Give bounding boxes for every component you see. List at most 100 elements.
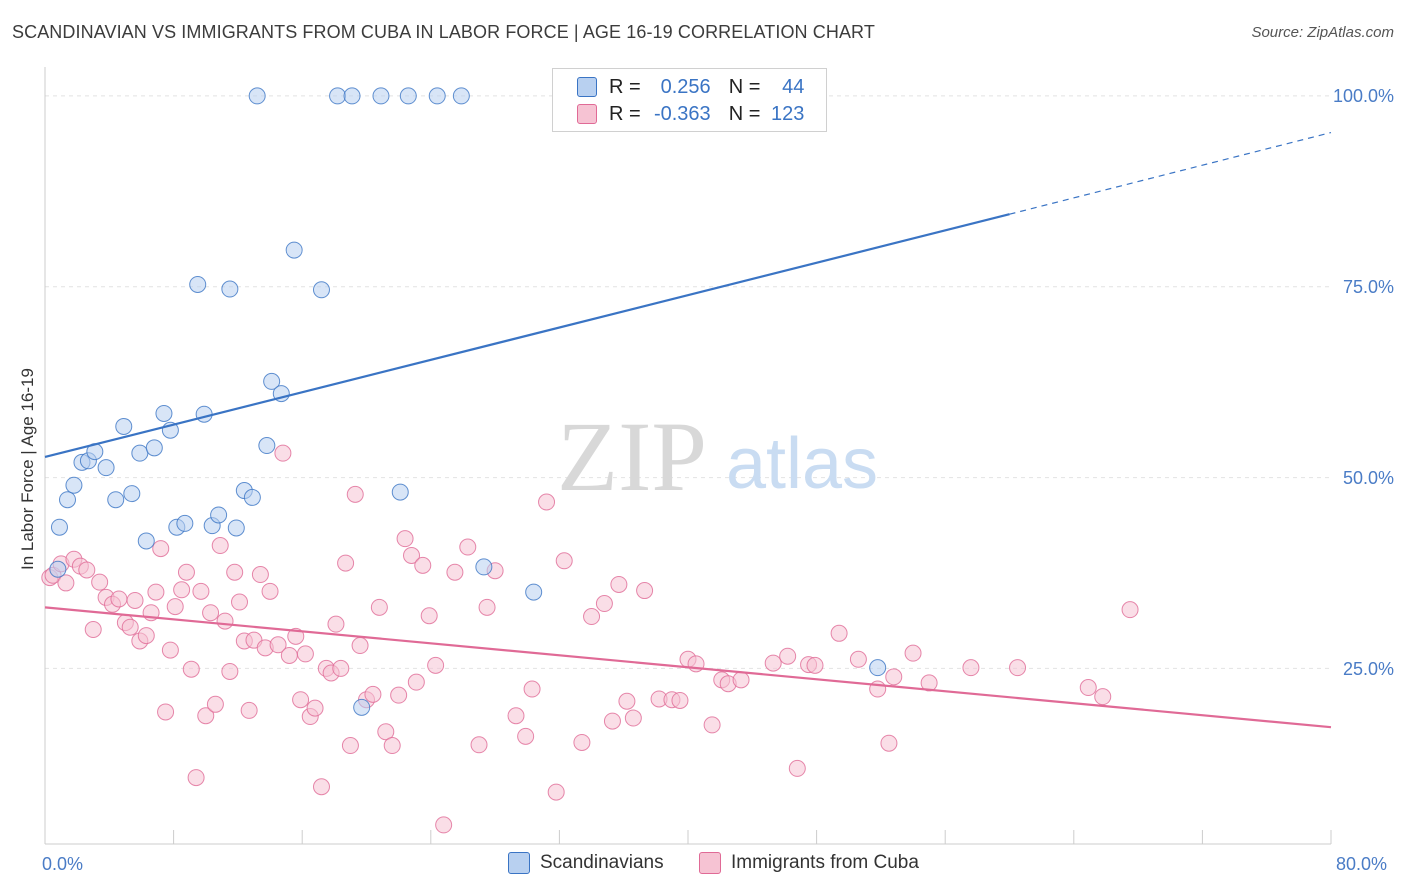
x-tick-label: 0.0% [42,854,84,874]
y-axis-label: In Labor Force | Age 16-19 [18,368,37,570]
data-point [618,692,636,710]
data-point [806,656,824,674]
data-point [187,769,205,787]
y-tick-label: 100.0% [1332,86,1394,106]
data-point [452,87,470,105]
data-point [478,598,496,616]
data-point [1079,679,1097,697]
data-point [50,518,68,536]
data-point [78,561,96,579]
y-tick-label: 75.0% [1342,277,1394,297]
data-point [263,372,281,390]
data-point [126,591,144,609]
data-point [383,737,401,755]
trend-lines [44,131,1332,729]
data-point [764,654,782,672]
data-point [377,723,395,741]
data-point [202,604,220,622]
trend-line-scandinavians [44,213,1010,459]
legend-n-label: N = [728,75,761,98]
data-point [226,563,244,581]
data-point [274,444,292,462]
data-point [446,563,464,581]
data-point [49,560,67,578]
legend-r-value: 0.256 [660,75,711,98]
data-point [1121,601,1139,619]
data-point [435,816,453,834]
data-point [131,444,149,462]
data-point [403,546,421,564]
data-point [364,685,382,703]
data-point [115,417,133,435]
axes [44,67,1332,845]
data-point [110,590,128,608]
legend-swatch-pink [577,104,597,124]
chart-title: SCANDINAVIAN VS IMMIGRANTS FROM CUBA IN … [12,22,875,42]
data-point [206,695,224,713]
data-point [227,519,245,537]
data-point [610,575,628,593]
legend-item-cuba[interactable]: Immigrants from Cuba [699,852,919,874]
data-point [65,476,83,494]
trend-line-scandinavians-extended [1009,131,1332,215]
data-point [595,595,613,613]
data-point [292,691,310,709]
data-point [269,636,287,654]
legend-row-scandinavians: R = 0.256 N = 44 [577,75,804,99]
data-point [1009,659,1027,677]
data-point [351,637,369,655]
legend-row-cuba: R = -0.363 N = 123 [577,102,804,126]
data-point [107,491,125,509]
data-point [243,488,261,506]
data-point [152,540,170,558]
data-point [312,778,330,796]
data-point [732,671,750,689]
data-point [547,783,565,801]
legend-r-label: R = [609,75,641,98]
data-point [525,583,543,601]
data-point [327,615,345,633]
data-point [306,699,324,717]
data-point [880,734,898,752]
data-point [59,491,77,509]
series-legend: Scandinavians Immigrants from Cuba [0,852,1406,878]
data-point [390,686,408,704]
data-point [523,680,541,698]
data-point [962,659,980,677]
data-point [173,581,191,599]
data-point [343,87,361,105]
legend-r-value: -0.363 [653,102,711,125]
data-point [285,241,303,259]
data-point [137,532,155,550]
data-point [210,506,228,524]
data-point [779,647,797,665]
data-point [507,707,525,725]
series-scandinavians [49,87,887,716]
data-point [280,646,298,664]
data-point [671,691,689,709]
data-point [920,674,938,692]
data-point [428,87,446,105]
data-point [396,530,414,548]
data-point [830,624,848,642]
data-point [370,598,388,616]
legend-n-value: 44 [782,75,805,98]
data-point [216,612,234,630]
data-point [329,87,347,105]
data-point [121,618,139,636]
data-point [258,437,276,455]
data-point [459,538,477,556]
data-point [407,673,425,691]
data-point [885,668,903,686]
data-point [287,627,305,645]
data-point [332,659,350,677]
data-point [197,707,215,725]
legend-r-label: R = [609,102,641,125]
data-point [211,537,229,555]
data-point [573,733,591,751]
legend-item-scandinavians[interactable]: Scandinavians [508,852,664,874]
data-point [346,485,364,503]
data-point [372,87,390,105]
data-point [1094,688,1112,706]
